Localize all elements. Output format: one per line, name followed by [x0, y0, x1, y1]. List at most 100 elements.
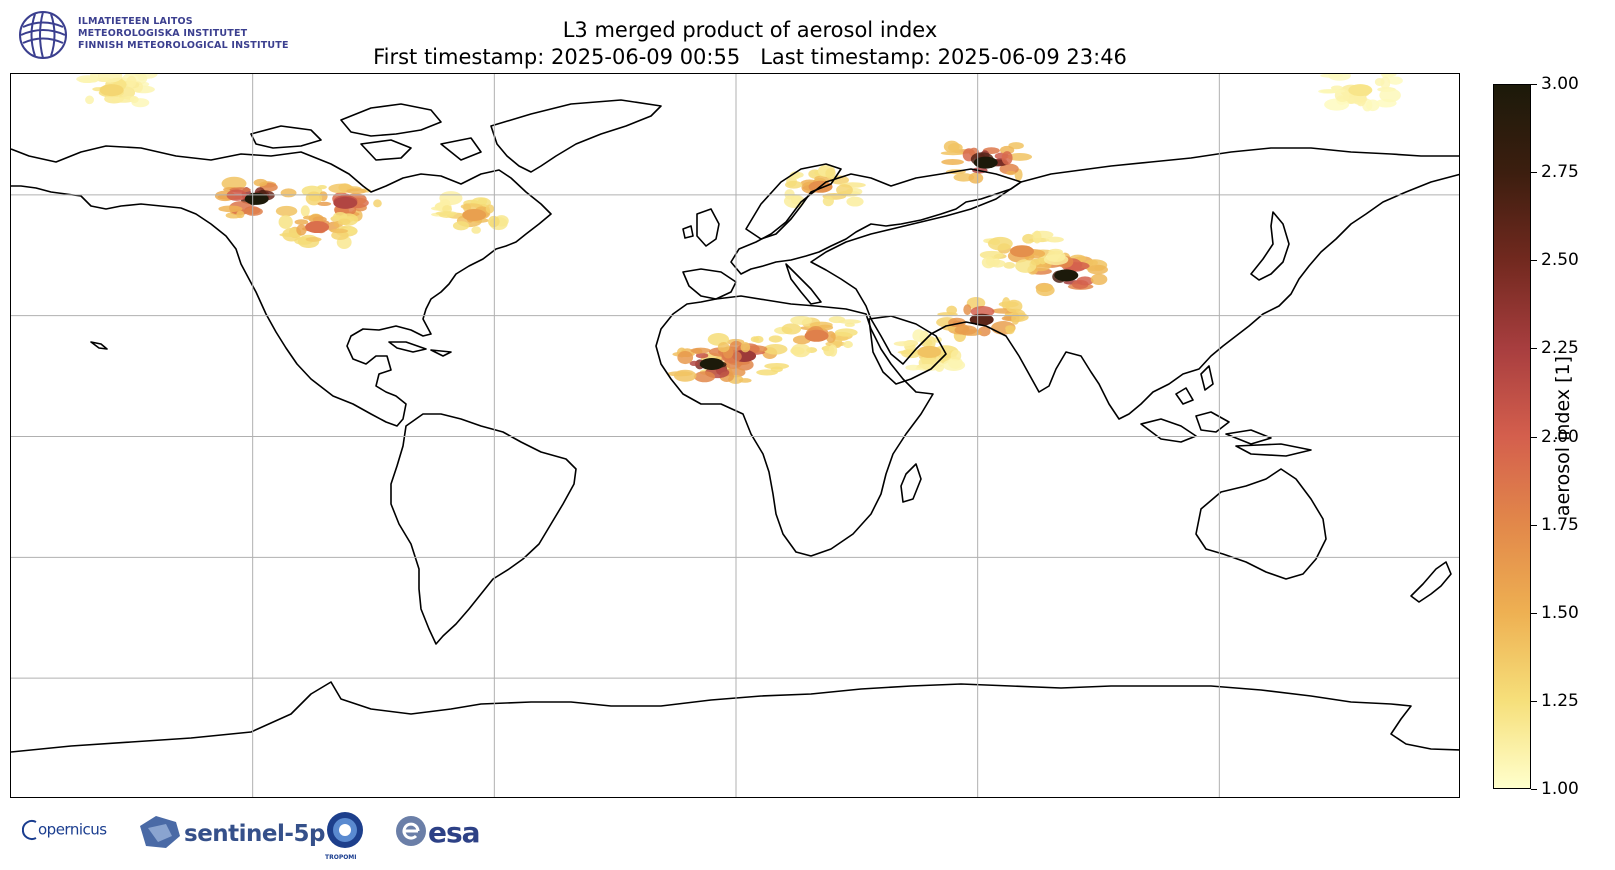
- aerosol-pixel: [717, 341, 730, 353]
- aerosol-hotspot: [214, 176, 298, 219]
- aerosol-pixel: [764, 362, 790, 370]
- aerosol-pixel: [373, 199, 382, 208]
- aerosol-pixel: [897, 350, 924, 355]
- aerosol-pixel: [828, 344, 838, 357]
- coastline-australia: [1195, 468, 1327, 580]
- aerosol-pixel: [950, 349, 962, 362]
- aerosol-hotspot: [936, 297, 1029, 342]
- colorbar-tick-mark: [1531, 612, 1537, 614]
- coastline-new-zealand: [1410, 561, 1452, 603]
- aerosol-pixel: [471, 226, 481, 234]
- copernicus-logo: opernicus: [21, 818, 107, 842]
- aerosol-pixel: [791, 343, 811, 358]
- aerosol-pixel: [1022, 233, 1035, 244]
- aerosol-hotspot: [76, 74, 158, 108]
- aerosol-hotspot: [1027, 252, 1108, 297]
- copernicus-c-icon: [21, 820, 37, 840]
- aerosol-pixel: [843, 340, 853, 349]
- aerosol-pixel: [1045, 236, 1064, 243]
- aerosol-pixel: [954, 325, 978, 335]
- aerosol-pixel: [966, 297, 986, 310]
- fmi-name: ILMATIETEEN LAITOS METEOROLOGISKA INSTIT…: [78, 16, 289, 52]
- aerosol-pixel: [294, 219, 309, 225]
- sentinel-5p-text: sentinel-5p: [184, 821, 325, 847]
- aerosol-pixel: [738, 378, 752, 383]
- aerosol-pixel: [756, 369, 778, 376]
- map-title: L3 merged product of aerosol index: [562, 18, 938, 42]
- aerosol-pixel: [1003, 261, 1016, 269]
- map-subtitle-timestamps: First timestamp: 2025-06-09 00:55 Last t…: [373, 45, 1127, 69]
- tropomi-logo: TROPOMI: [323, 810, 369, 865]
- aerosol-pixel: [275, 205, 298, 217]
- aerosol-pixel: [338, 218, 351, 225]
- aerosol-pixel: [963, 304, 972, 316]
- aerosol-pixel: [781, 323, 802, 335]
- aerosol-pixel: [846, 196, 864, 207]
- aerosol-pixel: [280, 188, 297, 198]
- colorbar-tick-label: 3.00: [1541, 74, 1579, 94]
- colorbar-tick-mark: [1531, 700, 1537, 702]
- aerosol-pixel: [934, 361, 945, 372]
- aerosol-pixel: [1006, 170, 1016, 176]
- colorbar-tick-label: 1.75: [1541, 514, 1579, 535]
- aerosol-pixel: [1379, 88, 1401, 103]
- aerosol-index-layer: [76, 74, 1403, 384]
- aerosol-pixel: [317, 185, 327, 190]
- aerosol-pixel: [828, 316, 846, 324]
- copernicus-text: opernicus: [38, 820, 107, 839]
- colorbar-tick-label: 1.25: [1541, 690, 1579, 711]
- gridlines: [11, 74, 1459, 797]
- aerosol-pixel: [129, 96, 139, 104]
- aerosol-pixel: [763, 343, 788, 355]
- aerosol-hotspot-core: [1009, 245, 1034, 258]
- aerosol-pixel: [768, 335, 783, 343]
- aerosol-hotspot-core: [1054, 269, 1079, 282]
- esa-text: esa: [428, 816, 481, 849]
- aerosol-hotspot: [893, 329, 966, 372]
- sentinel-5p-satellite-icon: [140, 816, 180, 848]
- colorbar: [1493, 84, 1531, 789]
- aerosol-pixel: [244, 207, 263, 216]
- aerosol-pixel: [1320, 74, 1344, 78]
- aerosol-pixel: [317, 201, 332, 206]
- aerosol-hotspot-core: [1348, 84, 1373, 97]
- aerosol-pixel: [825, 167, 836, 179]
- aerosol-pixel: [333, 212, 348, 221]
- colorbar-tick-mark: [1531, 348, 1537, 350]
- aerosol-pixel: [942, 359, 966, 371]
- aerosol-pixel: [836, 184, 853, 197]
- aerosol-pixel: [790, 315, 813, 325]
- aerosol-pixel: [822, 196, 834, 207]
- aerosol-hotspot-core: [462, 208, 487, 221]
- aerosol-pixel: [305, 236, 322, 242]
- aerosol-hotspot-core: [305, 221, 330, 234]
- aerosol-pixel: [692, 348, 703, 355]
- coastline-asia: [810, 147, 1459, 420]
- aerosol-pixel: [784, 180, 803, 189]
- aerosol-pixel: [695, 352, 709, 359]
- coastline-caribbean: [90, 341, 452, 357]
- coastline-se-asia-islands: [1140, 365, 1312, 457]
- aerosol-pixel: [221, 176, 247, 191]
- aerosol-pixel: [1005, 325, 1016, 332]
- coastline-africa: [655, 295, 934, 557]
- aerosol-hotspot: [1318, 74, 1403, 112]
- colorbar-tick-mark: [1531, 84, 1537, 85]
- aerosol-pixel: [1007, 152, 1033, 161]
- aerosol-pixel: [1087, 264, 1108, 275]
- coastline-japan: [1250, 211, 1290, 281]
- fmi-logo: ILMATIETEEN LAITOS METEOROLOGISKA INSTIT…: [18, 8, 308, 60]
- aerosol-pixel: [1387, 76, 1403, 85]
- partner-logos: opernicus sentinel-5p TROPOMI esa: [18, 810, 498, 865]
- aerosol-pixel: [694, 371, 716, 383]
- aerosol-pixel: [1005, 299, 1023, 313]
- aerosol-pixel: [893, 341, 915, 347]
- coastline-antarctica: [11, 681, 1459, 753]
- coastline-scandinavia: [745, 163, 842, 240]
- aerosol-hotspot: [666, 341, 752, 384]
- aerosol-pixel: [487, 215, 500, 228]
- aerosol-pixel: [278, 215, 293, 229]
- aerosol-pixel: [330, 228, 348, 234]
- aerosol-pixel: [282, 227, 301, 242]
- colorbar-tick-mark: [1531, 260, 1537, 262]
